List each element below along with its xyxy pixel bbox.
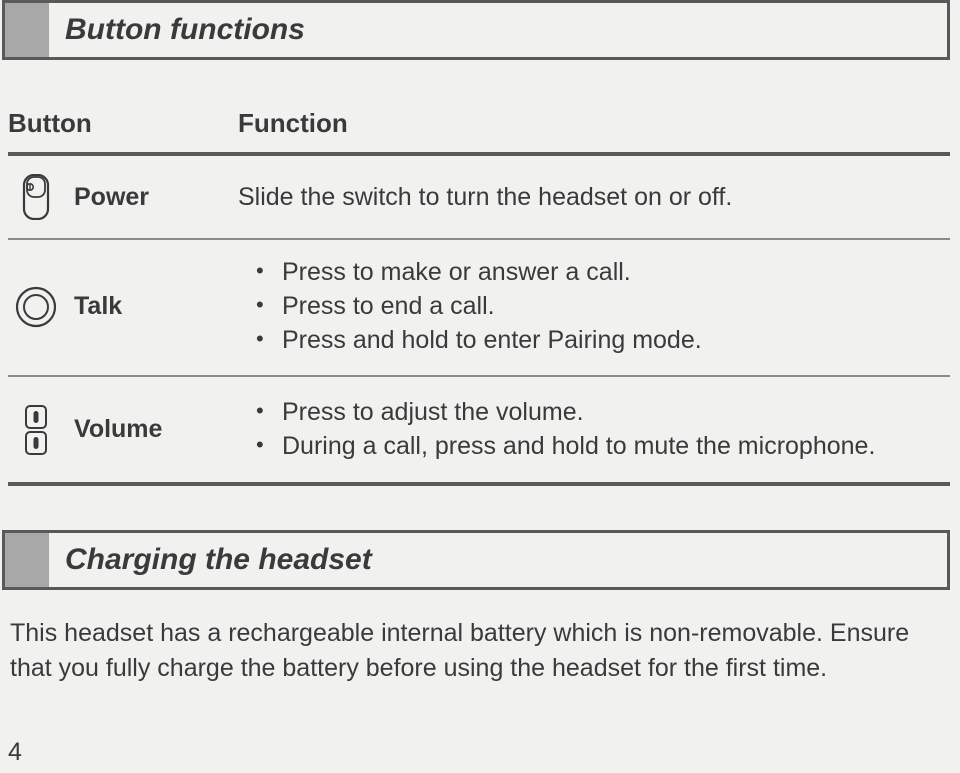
function-item: Press to adjust the volume.: [270, 396, 942, 430]
talk-button-icon: [12, 286, 60, 328]
section-header-button-functions: Button functions: [2, 0, 950, 60]
function-cell: Slide the switch to turn the headset on …: [238, 156, 950, 238]
button-cell-volume: Volume: [8, 378, 238, 482]
table-header-button: Button: [8, 108, 238, 152]
button-cell-power: Power: [8, 156, 238, 238]
table-row: Talk Press to make or answer a call. Pre…: [8, 238, 950, 377]
function-item: Press and hold to enter Pairing mode.: [270, 324, 942, 358]
page-number: 4: [8, 738, 22, 767]
charging-body-text: This headset has a rechargeable internal…: [10, 616, 936, 685]
function-item: During a call, press and hold to mute th…: [270, 430, 942, 464]
function-text: Slide the switch to turn the headset on …: [238, 183, 942, 212]
function-item: Press to end a call.: [270, 290, 942, 324]
table-header-function: Function: [238, 108, 950, 152]
table-row: Power Slide the switch to turn the heads…: [8, 156, 950, 240]
function-cell: Press to adjust the volume. During a cal…: [238, 378, 950, 482]
function-list: Press to adjust the volume. During a cal…: [238, 396, 942, 464]
function-list: Press to make or answer a call. Press to…: [238, 256, 942, 357]
section-title: Charging the headset: [65, 543, 372, 577]
manual-page: Button functions Button Function Power S…: [0, 0, 960, 773]
power-switch-icon: [12, 174, 60, 220]
button-label: Power: [74, 183, 149, 212]
button-cell-talk: Talk: [8, 238, 238, 375]
section-tab: [5, 533, 49, 587]
volume-buttons-icon: [12, 405, 60, 455]
function-item: Press to make or answer a call.: [270, 256, 942, 290]
function-cell: Press to make or answer a call. Press to…: [238, 238, 950, 375]
button-label: Talk: [74, 292, 122, 321]
table-row: Volume Press to adjust the volume. Durin…: [8, 378, 950, 486]
section-tab: [5, 3, 49, 57]
button-label: Volume: [74, 415, 162, 444]
table-header-row: Button Function: [8, 108, 950, 156]
section-title: Button functions: [65, 13, 305, 47]
section-header-charging: Charging the headset: [2, 530, 950, 590]
